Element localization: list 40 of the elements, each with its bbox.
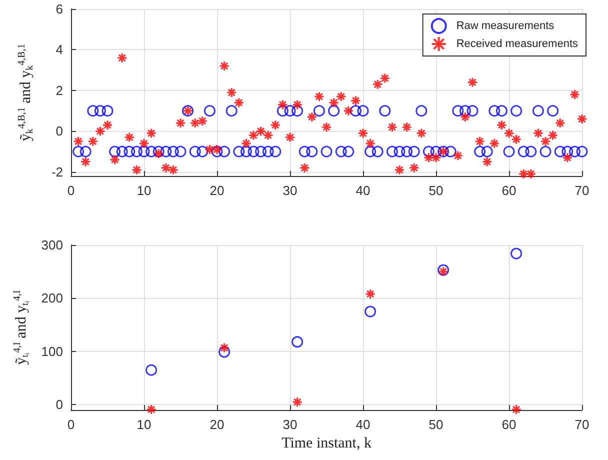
- x-tick-label: 10: [136, 183, 152, 198]
- point: [292, 396, 303, 408]
- point: [364, 306, 376, 318]
- point: [292, 336, 304, 348]
- point: [511, 404, 522, 415]
- y-tick-label: 300: [41, 238, 63, 252]
- x-tick-label: 0: [67, 183, 75, 198]
- x-tick-label: 50: [428, 417, 444, 432]
- x-tick-label: 70: [574, 417, 590, 432]
- y-tick-label: 4: [56, 42, 63, 58]
- x-axis-title: Time instant, k: [282, 436, 372, 452]
- y-tick-label: 6: [56, 2, 63, 16]
- legend-label: Received measurements: [456, 38, 578, 50]
- x-tick-label: 60: [502, 183, 516, 198]
- legend-label: Raw measurements: [456, 20, 555, 32]
- y-tick-label: -2: [51, 164, 63, 180]
- y-tick-label: 0: [56, 397, 63, 412]
- x-tick-label: 50: [428, 183, 444, 198]
- y-tick-label: 2: [56, 82, 63, 98]
- x-tick-label: 20: [210, 417, 224, 432]
- x-tick-label: 70: [574, 183, 590, 198]
- x-tick-label: 60: [502, 417, 516, 432]
- point: [218, 346, 230, 358]
- x-tick-label: 20: [210, 183, 224, 198]
- point: [146, 404, 157, 415]
- x-tick-label: 30: [282, 417, 298, 432]
- x-tick-label: 0: [67, 417, 75, 432]
- y-tick-label: 100: [41, 344, 63, 359]
- y-tick-label: 0: [56, 124, 63, 139]
- point: [146, 364, 158, 376]
- point: [365, 288, 376, 300]
- point: [219, 342, 230, 354]
- y-axis-title: ỹk4,B,1 and yk4,B,1: [16, 44, 36, 142]
- x-tick-label: 40: [356, 417, 370, 432]
- x-tick-label: 10: [136, 417, 152, 432]
- y-axis-title: ỹtᵢ4,I and ytᵢ4,I: [12, 290, 31, 365]
- x-tick-label: 30: [282, 183, 298, 198]
- y-tick-label: 200: [41, 290, 63, 306]
- point: [510, 248, 522, 260]
- x-tick-label: 40: [356, 183, 370, 198]
